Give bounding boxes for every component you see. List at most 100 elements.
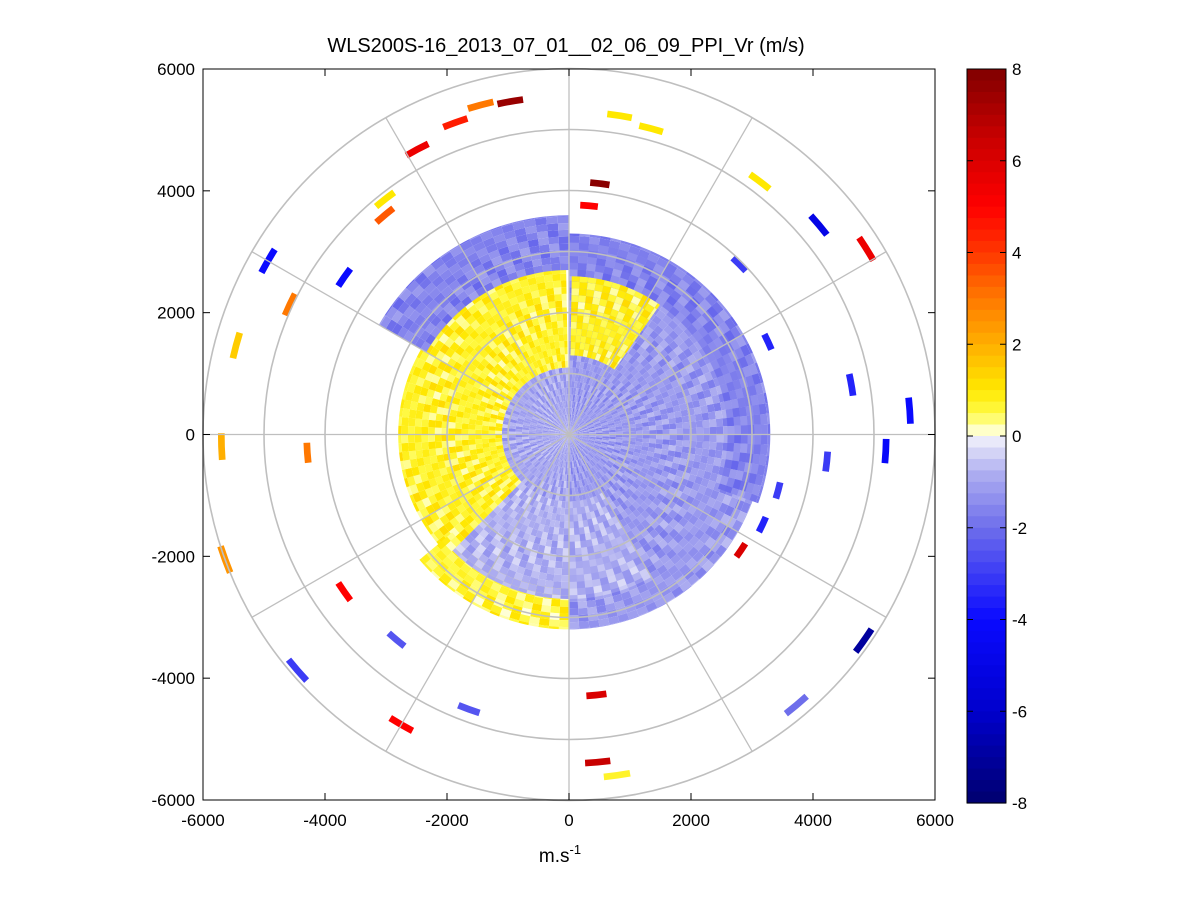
velocity-gate [572, 447, 576, 454]
velocity-gate [569, 581, 578, 589]
velocity-gate [499, 614, 510, 620]
velocity-gate [635, 497, 644, 506]
colorbar-swatch [967, 481, 1006, 494]
velocity-gate [479, 569, 489, 577]
velocity-gate [509, 350, 518, 359]
velocity-gate [501, 427, 509, 432]
velocity-gate [556, 395, 561, 403]
velocity-gate [712, 348, 723, 360]
velocity-gate [511, 385, 520, 393]
velocity-gate [628, 245, 641, 256]
velocity-gate [666, 455, 675, 463]
velocity-gate [539, 244, 550, 253]
velocity-gate [614, 441, 623, 446]
x-axis-label-superscript: -1 [570, 842, 582, 857]
velocity-gate [685, 379, 695, 389]
velocity-gate [750, 394, 759, 406]
velocity-gate [675, 422, 683, 429]
velocity-gate [448, 428, 456, 435]
velocity-gate [473, 398, 482, 406]
velocity-gate [535, 435, 543, 439]
velocity-gate [619, 412, 627, 418]
velocity-gate [552, 442, 559, 448]
velocity-gate [600, 385, 608, 393]
velocity-gate [579, 472, 584, 480]
velocity-gate [518, 463, 526, 470]
velocity-gate [573, 424, 579, 430]
velocity-gate [651, 457, 660, 464]
velocity-gate [694, 567, 707, 579]
velocity-gate [480, 606, 491, 613]
velocity-gate [525, 356, 533, 365]
velocity-gate [488, 331, 499, 341]
velocity-gate [482, 493, 491, 502]
velocity-gate [425, 310, 437, 323]
velocity-gate [691, 578, 700, 586]
velocity-gate [602, 520, 610, 529]
velocity-gate [575, 466, 580, 474]
velocity-gate [598, 542, 607, 552]
velocity-gate [414, 272, 428, 286]
velocity-gate [397, 301, 410, 315]
velocity-gate [486, 403, 494, 410]
velocity-gate [612, 491, 620, 500]
velocity-gate [602, 430, 610, 433]
velocity-gate [565, 488, 569, 495]
velocity-gate [626, 383, 635, 392]
colorbar-swatch [967, 229, 1006, 242]
velocity-gate [542, 364, 549, 372]
velocity-gate [501, 474, 510, 482]
velocity-gate [592, 396, 599, 404]
velocity-gate [536, 409, 543, 415]
velocity-gate [632, 517, 641, 527]
colorbar-swatch [967, 160, 1006, 173]
velocity-gate [469, 235, 483, 247]
velocity-gate [542, 510, 549, 519]
velocity-gate [645, 524, 655, 534]
velocity-gate [661, 483, 671, 492]
velocity-gate [754, 424, 762, 435]
velocity-gate [637, 299, 648, 310]
velocity-gate [602, 356, 610, 365]
velocity-gate [426, 299, 439, 311]
velocity-gate [706, 306, 719, 318]
x-tick-label: -6000 [181, 811, 224, 830]
velocity-gate [728, 390, 738, 401]
velocity-gate [508, 312, 518, 322]
velocity-gate [547, 407, 554, 414]
velocity-gate [549, 427, 557, 431]
velocity-gate [581, 513, 588, 521]
velocity-gate [658, 403, 667, 411]
velocity-gate [548, 236, 559, 245]
velocity-gate [623, 499, 632, 508]
velocity-gate [685, 480, 695, 490]
velocity-gate [560, 507, 566, 515]
velocity-gate [649, 425, 657, 431]
velocity-gate [466, 252, 479, 264]
velocity-gate [506, 499, 515, 508]
velocity-gate [543, 424, 551, 429]
velocity-gate [564, 508, 569, 515]
velocity-gate [522, 429, 529, 433]
velocity-gate [577, 594, 587, 599]
velocity-gate [446, 373, 456, 383]
velocity-gate [511, 556, 521, 566]
velocity-gate [515, 338, 524, 348]
velocity-gate [464, 344, 475, 355]
velocity-gate [728, 496, 739, 509]
velocity-gate [529, 424, 537, 428]
velocity-gate [493, 233, 506, 244]
velocity-gate [418, 465, 427, 475]
velocity-gate [578, 421, 585, 427]
velocity-gate [471, 309, 483, 320]
velocity-gate [468, 434, 476, 440]
velocity-gate [663, 514, 674, 525]
velocity-gate [478, 305, 489, 316]
velocity-gate [673, 300, 685, 312]
velocity-gate [651, 543, 662, 554]
velocity-gate [631, 408, 640, 414]
velocity-gate [607, 422, 615, 427]
velocity-gate [465, 314, 477, 325]
velocity-gate [575, 453, 579, 460]
velocity-gate [716, 356, 727, 368]
